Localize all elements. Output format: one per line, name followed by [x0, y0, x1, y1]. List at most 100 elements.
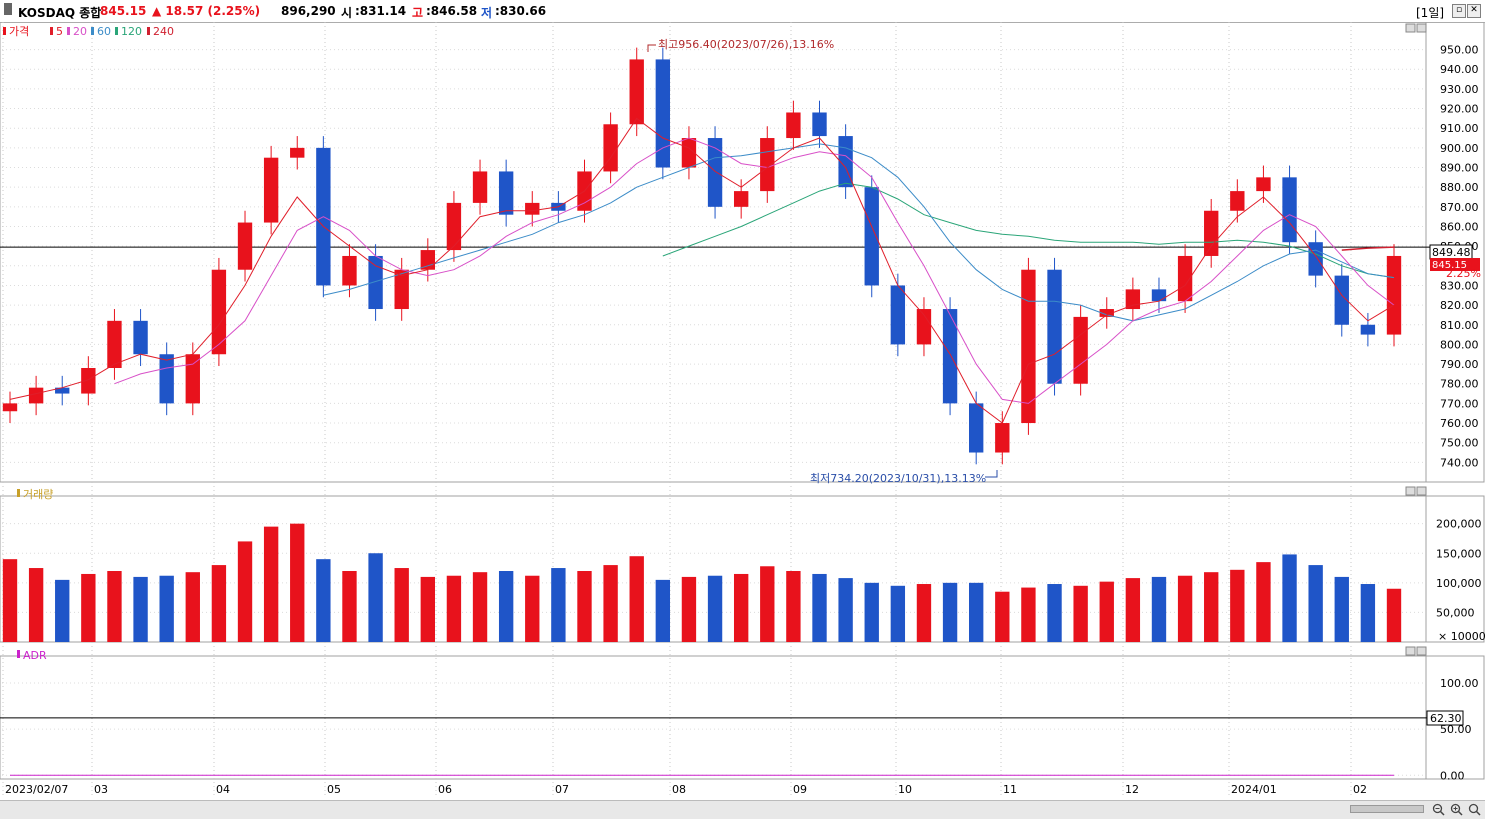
low-label: 저: [481, 6, 493, 20]
price-change: ▲ 18.57 (2.25%): [152, 4, 261, 18]
period-selector[interactable]: [1일]: [1416, 6, 1445, 20]
candle: [786, 112, 801, 139]
low-annotation-arrow: [985, 470, 998, 478]
candle: [211, 269, 227, 355]
price-panel-minimize-icon[interactable]: [1405, 23, 1416, 33]
volume-frame-axis: [1425, 495, 1485, 643]
volume-bar: [890, 585, 906, 642]
low-annotation: 최저734.20(2023/10/31),13.13%: [810, 472, 986, 485]
ma120-line: [662, 182, 1395, 279]
volume-bar: [1099, 581, 1114, 642]
price-tick-label: 770.00: [1440, 397, 1479, 410]
legend-ma20: 20: [73, 25, 87, 38]
volume-bar: [1047, 584, 1062, 642]
high-annotation-arrow: [647, 44, 656, 52]
price-tick-label: 930.00: [1440, 83, 1479, 96]
volume-tick-label: 200,000: [1436, 518, 1482, 531]
zoom-reset-icon[interactable]: [1468, 803, 1481, 816]
candle: [942, 309, 958, 404]
candle: [420, 250, 435, 270]
volume-bar: [2, 559, 18, 642]
zoom-out-icon[interactable]: [1432, 803, 1445, 816]
price-tick-label: 830.00: [1440, 279, 1479, 292]
price-tick-label: 760.00: [1440, 417, 1479, 430]
price-tick-label: 950.00: [1440, 44, 1479, 57]
candle: [28, 387, 44, 404]
price-panel-maximize-icon[interactable]: [1416, 23, 1427, 33]
candle: [368, 255, 383, 310]
low-value: :830.66: [495, 4, 547, 18]
volume-bar: [812, 573, 827, 642]
volume-legend-marker: [17, 489, 20, 497]
panel-grip-icon: [4, 3, 12, 15]
x-tick-label: 03: [94, 783, 108, 796]
adr-panel-maximize-icon[interactable]: [1416, 646, 1427, 656]
volume-bar: [525, 575, 540, 642]
price-tick-label: 810.00: [1440, 319, 1479, 332]
volume-bar: [1256, 562, 1271, 642]
volume-bar: [159, 575, 174, 642]
volume-bar: [681, 576, 697, 642]
restore-window-icon[interactable]: ▫: [1452, 4, 1466, 18]
volume-bar: [290, 523, 305, 642]
price-axis-badges: 849.48 845.15 2.25% 62.30: [1426, 244, 1481, 726]
volume-bar: [28, 568, 44, 642]
x-tick-label: 12: [1125, 783, 1139, 796]
candle: [812, 112, 827, 137]
volume-bar: [1125, 578, 1141, 642]
adr-panel-minimize-icon[interactable]: [1405, 646, 1416, 656]
candle: [1282, 177, 1297, 243]
ma240-line: [1341, 246, 1395, 251]
zoom-slider[interactable]: [1350, 805, 1424, 813]
price-tick-label: 750.00: [1440, 437, 1479, 450]
price-tick-label: 880.00: [1440, 181, 1479, 194]
open-label: 시: [341, 6, 353, 20]
volume-panel: [2, 523, 1402, 642]
price-legend: 가격 5 20 60 120 240: [3, 25, 174, 38]
volume-bar: [342, 571, 357, 642]
x-tick-label: 10: [898, 783, 912, 796]
adr-tick-label: 50.00: [1440, 723, 1472, 736]
candle: [1334, 275, 1349, 325]
horizontal-scrollbar[interactable]: [0, 800, 1485, 819]
x-tick-label: 07: [555, 783, 569, 796]
volume-panel-minimize-icon[interactable]: [1405, 486, 1416, 496]
volume-bar: [707, 575, 723, 642]
volume-bar: [786, 571, 801, 642]
volume-bar: [1073, 585, 1088, 642]
volume-bar: [107, 571, 122, 642]
candle: [2, 403, 18, 412]
index-name: KOSDAQ 종합: [18, 6, 102, 20]
candle: [890, 285, 906, 345]
volume-bar: [1204, 572, 1219, 642]
candle: [733, 191, 749, 207]
volume-bar: [1021, 587, 1036, 642]
legend-ma120: 120: [121, 25, 142, 38]
volume-bar: [942, 582, 958, 642]
candle: [1386, 255, 1402, 335]
volume-bar: [1177, 575, 1193, 642]
zoom-in-icon[interactable]: [1450, 803, 1463, 816]
grid: [0, 22, 1485, 797]
candle: [446, 202, 462, 251]
volume-tick-label: 100,000: [1436, 577, 1482, 590]
candle: [263, 157, 279, 223]
candle: [290, 147, 305, 158]
panel-buttons: [1405, 23, 1427, 656]
high-label: 고: [412, 6, 424, 20]
candle: [342, 255, 357, 286]
price-tick-label: 890.00: [1440, 162, 1479, 175]
volume-bar: [551, 568, 566, 642]
kosdaq-chart-area: 740.00 750.00 760.00 770.00 780.00 790.00 800.…: [0, 22, 1485, 797]
legend-ma240: 240: [153, 25, 174, 38]
reference-price-label: 849.48: [1432, 246, 1471, 259]
volume-panel-maximize-icon[interactable]: [1416, 486, 1427, 496]
ma5-line: [9, 117, 1395, 424]
candle: [133, 320, 148, 355]
price-tick-label: 900.00: [1440, 142, 1479, 155]
volume-bar: [655, 579, 671, 642]
chart-title-bar: KOSDAQ 종합 845.15 ▲ 18.57 (2.25%) 896,290…: [0, 0, 1485, 23]
close-window-icon[interactable]: ✕: [1467, 4, 1481, 18]
price-tick-label: 780.00: [1440, 378, 1479, 391]
price-legend-marker: [3, 27, 6, 35]
